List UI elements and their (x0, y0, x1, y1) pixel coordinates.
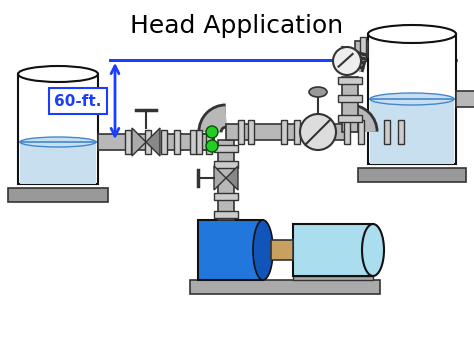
Bar (218, 140, 234, 220)
Bar (161, 130, 167, 154)
Bar (214, 211, 238, 218)
Ellipse shape (362, 224, 384, 276)
Bar (174, 130, 180, 154)
Bar (180, 134, 214, 150)
Bar (198, 134, 214, 150)
Circle shape (206, 140, 218, 152)
Bar (226, 124, 350, 140)
Polygon shape (214, 166, 226, 190)
Bar (384, 120, 390, 144)
Bar (190, 280, 380, 294)
Circle shape (300, 114, 336, 150)
Bar (271, 240, 293, 260)
Bar (196, 130, 202, 154)
Bar (214, 161, 238, 168)
Bar (238, 120, 244, 144)
Bar (355, 41, 368, 57)
Bar (294, 120, 300, 144)
Bar (198, 220, 263, 280)
Bar (214, 193, 238, 200)
Ellipse shape (370, 93, 454, 105)
Bar (342, 77, 358, 132)
Bar (456, 91, 474, 107)
Ellipse shape (309, 87, 327, 97)
Bar (162, 134, 182, 150)
Bar (368, 34, 456, 164)
Bar (398, 120, 404, 144)
Polygon shape (146, 128, 160, 156)
Bar (358, 120, 364, 144)
Bar (126, 134, 148, 150)
Polygon shape (226, 166, 238, 190)
Bar (293, 276, 373, 280)
Bar (360, 37, 366, 61)
Bar (8, 188, 108, 202)
Bar (344, 120, 350, 144)
Circle shape (333, 47, 361, 75)
Bar (20, 142, 96, 184)
Bar (281, 120, 287, 144)
Bar (338, 95, 362, 102)
Ellipse shape (20, 137, 96, 147)
Ellipse shape (18, 66, 98, 82)
Bar (248, 120, 254, 144)
Bar (18, 74, 98, 184)
Bar (358, 168, 466, 182)
Bar (206, 130, 212, 154)
Circle shape (206, 126, 218, 138)
Bar (338, 115, 362, 122)
Bar (125, 130, 131, 154)
Text: Head Application: Head Application (130, 14, 344, 38)
Bar (190, 130, 196, 154)
Bar (370, 99, 454, 164)
Ellipse shape (253, 220, 273, 280)
Bar (145, 130, 151, 154)
Bar (214, 145, 238, 152)
Bar (98, 134, 128, 150)
Ellipse shape (368, 25, 456, 43)
Bar (338, 77, 362, 84)
Text: 60-ft.: 60-ft. (55, 93, 102, 108)
Bar (293, 224, 373, 276)
Polygon shape (132, 128, 146, 156)
